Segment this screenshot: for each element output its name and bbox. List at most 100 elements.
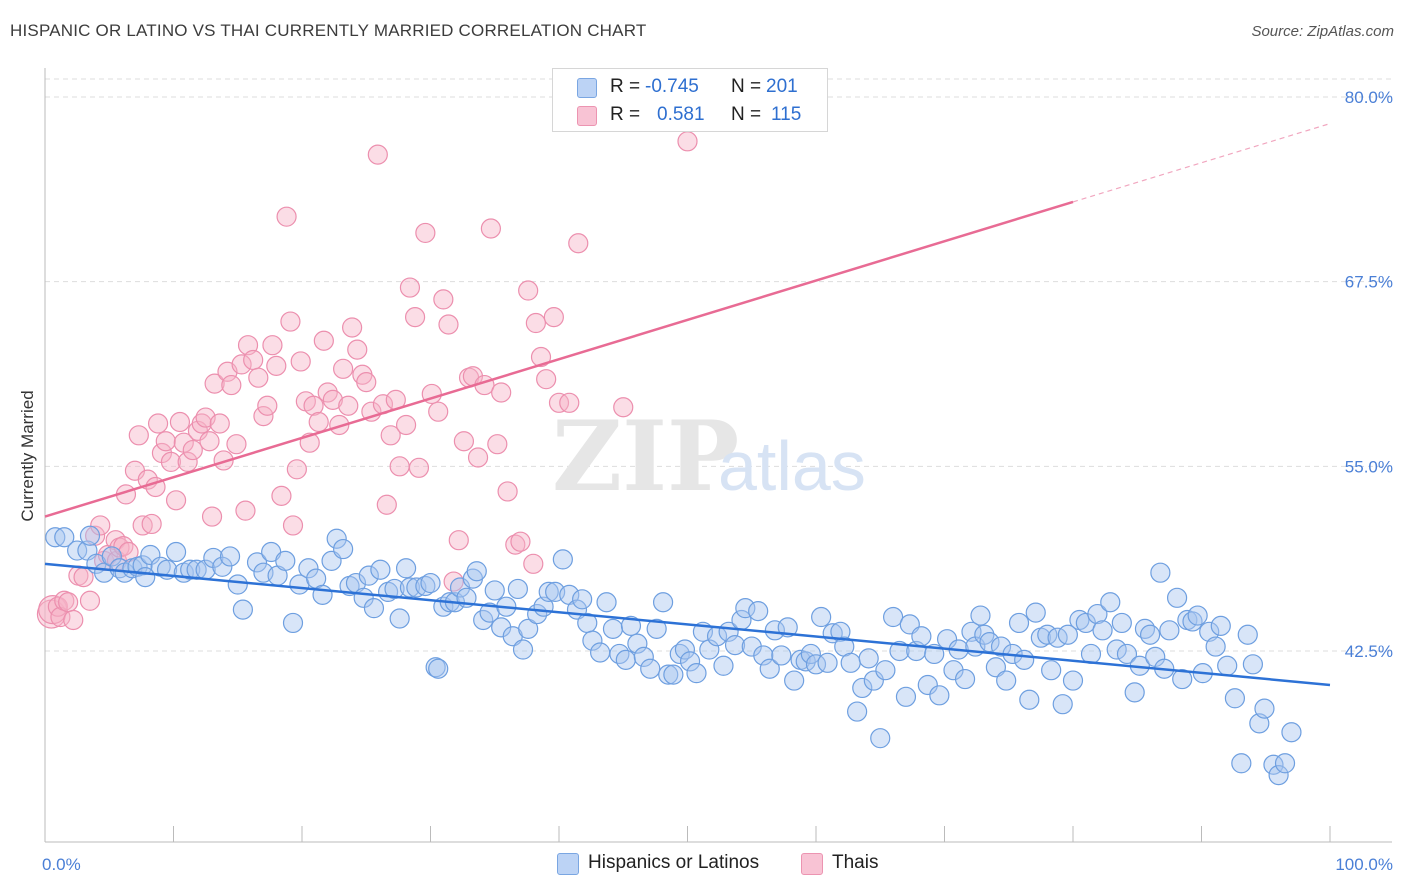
hispanic-point [646, 618, 667, 639]
hispanic-point [572, 589, 593, 610]
hispanic-point [674, 639, 696, 660]
legend-n-label: N = [731, 76, 762, 97]
thai-point [226, 434, 247, 455]
bottom-legend-label-hispanic: Hispanics or Latinos [588, 852, 760, 873]
x-tick-label: 0.0% [42, 855, 81, 874]
thai-point [404, 307, 426, 328]
hispanic-point [811, 606, 832, 628]
watermark-zip: ZIP [552, 400, 739, 513]
x-tick-label: 100.0% [1335, 855, 1393, 874]
hispanic-point [1159, 620, 1180, 641]
hispanic-point [596, 592, 617, 613]
hispanic-point [1014, 649, 1035, 670]
hispanic-point [620, 615, 642, 636]
hispanic-point [784, 670, 805, 691]
hispanic-point [363, 598, 385, 619]
thai-point [79, 590, 101, 611]
hispanic-point [1092, 620, 1113, 641]
hispanic-point [929, 685, 950, 706]
y-tick-label: 42.5% [1345, 642, 1393, 661]
hispanic-point [1199, 621, 1220, 642]
thai-point [338, 395, 359, 416]
hispanic-point [1008, 612, 1030, 634]
hispanic-point [395, 558, 417, 579]
hispanic-point [282, 612, 304, 634]
hispanic-point [384, 578, 405, 600]
hispanic-point [1025, 602, 1046, 623]
thai-point [253, 406, 274, 427]
thai-point [568, 233, 589, 254]
hispanic-point [627, 633, 648, 654]
thai-point [276, 206, 297, 227]
hispanic-point [889, 640, 910, 662]
hispanic-point [1205, 636, 1226, 657]
y-tick-label: 55.0% [1345, 457, 1393, 476]
hispanic-point [863, 670, 884, 691]
thai-point [147, 413, 169, 434]
thai-point [536, 369, 557, 390]
thai-point [448, 530, 469, 551]
hispanic-point [777, 617, 798, 638]
thai-point [257, 395, 278, 416]
thai-point [356, 372, 377, 393]
hispanic-point [1052, 694, 1073, 715]
hispanic-point [996, 670, 1017, 691]
legend-swatch-thai [577, 106, 597, 126]
thai-point [347, 339, 368, 360]
hispanic-point [1124, 682, 1145, 703]
hispanic-points-layer [45, 525, 1302, 786]
hispanic-point [1172, 668, 1193, 690]
legend-swatch-hispanic [577, 78, 597, 98]
thai-point [282, 515, 304, 536]
hispanic-point [602, 618, 624, 639]
hispanic-point [420, 572, 441, 594]
thai-point [243, 349, 264, 371]
thai-point [201, 506, 223, 527]
hispanic-point [1268, 764, 1289, 786]
hispanic-point [911, 626, 932, 647]
thai-point [380, 425, 401, 446]
thai-point [428, 401, 449, 422]
thai-point [613, 397, 634, 418]
hispanic-point [817, 652, 838, 673]
hispanic-point [759, 658, 780, 679]
hispanic-point [232, 599, 253, 620]
thai-point [90, 515, 111, 536]
thai-point [141, 513, 162, 535]
thai-points-layer [36, 131, 698, 631]
hispanic-point [484, 580, 505, 601]
hispanic-point [1057, 624, 1078, 645]
chart-title: HISPANIC OR LATINO VS THAI CURRENTLY MAR… [10, 21, 647, 40]
thai-point [169, 411, 191, 433]
thai-point [395, 414, 417, 436]
legend-n-label: N = [731, 104, 762, 125]
thai-point [177, 451, 198, 473]
thai-point [271, 485, 292, 506]
thai-trend-extension [1072, 123, 1331, 203]
hispanic-point [1231, 753, 1252, 774]
thai-point [266, 355, 287, 376]
thai-point [453, 431, 475, 452]
hispanic-point [748, 601, 769, 622]
legend-row-thai: R = 0.581 N = 115 [553, 102, 827, 128]
thai-point [523, 553, 544, 574]
thai-point [231, 354, 252, 375]
hispanic-point [1139, 624, 1161, 645]
thai-point [497, 481, 518, 502]
thai-point [443, 571, 464, 592]
legend-r-value: -0.745 [645, 76, 699, 97]
watermark-atlas: atlas [718, 427, 866, 505]
hispanic-point [753, 645, 774, 666]
y-tick-label: 67.5% [1345, 273, 1393, 292]
hispanic-point [180, 559, 201, 580]
hispanic-point [1166, 587, 1188, 608]
hispanic-point [895, 686, 917, 707]
hispanic-point [1217, 655, 1238, 676]
hispanic-point [227, 574, 248, 595]
hispanic-point [132, 555, 153, 576]
thai-point [433, 289, 454, 310]
hispanic-point [512, 639, 534, 660]
hispanic-point [800, 643, 821, 665]
hispanic-point [615, 649, 636, 670]
